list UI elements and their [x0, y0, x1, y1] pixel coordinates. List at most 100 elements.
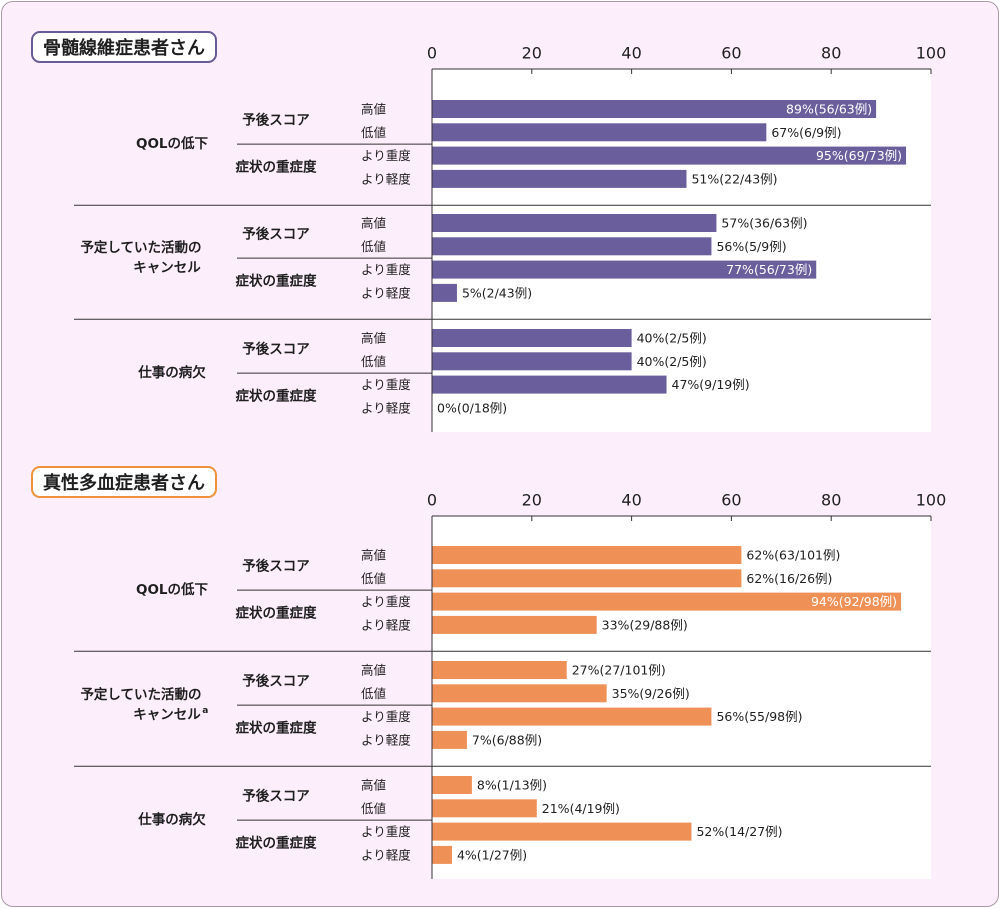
bar — [432, 661, 567, 679]
bar — [432, 214, 717, 232]
outcome-label: QOLの低下 — [136, 135, 209, 152]
bar — [432, 615, 597, 634]
subgroup-label: 症状の重症度 — [236, 272, 317, 289]
bar — [432, 569, 742, 588]
x-tick-label: 0 — [427, 44, 437, 63]
category-label: より軽度 — [361, 847, 411, 862]
subgroup-label: 症状の重症度 — [236, 387, 317, 404]
bar-data-label: 67%(6/9例) — [771, 125, 841, 140]
bar-data-label: 56%(5/9例) — [716, 239, 786, 254]
category-label: 高値 — [361, 331, 386, 346]
bar-data-label: 94%(92/98例) — [811, 594, 897, 609]
subgroup-label: 予後スコア — [242, 341, 310, 358]
category-label: より軽度 — [361, 732, 411, 747]
subgroup-label: 予後スコア — [242, 226, 310, 243]
x-tick-label: 60 — [721, 44, 741, 63]
bar-data-label: 21%(4/19例) — [542, 801, 620, 816]
category-label: より重度 — [361, 377, 411, 392]
category-label: 高値 — [361, 102, 386, 117]
subgroup-label: 症状の重症度 — [236, 158, 317, 175]
bar-data-label: 52%(14/27例) — [696, 824, 782, 839]
category-label: より重度 — [361, 148, 411, 163]
bar — [432, 776, 472, 794]
bar-data-label: 47%(9/19例) — [672, 377, 750, 392]
category-label: より重度 — [361, 709, 411, 724]
bar-data-label: 4%(1/27例) — [457, 847, 527, 862]
outcome-label-line-1: 予定していた活動の — [80, 686, 201, 703]
bar-data-label: 0%(0/18例) — [437, 400, 507, 415]
x-tick-label: 40 — [621, 44, 641, 63]
bar — [432, 260, 817, 279]
x-tick-label: 100 — [916, 491, 947, 510]
subgroup-label: 症状の重症度 — [236, 719, 317, 736]
bar-data-label: 57%(36/63例) — [721, 216, 807, 231]
bar-data-label: 8%(1/13例) — [477, 778, 547, 793]
bar — [432, 169, 687, 188]
bar-data-label: 56%(55/98例) — [716, 709, 802, 724]
bar — [432, 546, 742, 564]
category-label: 低値 — [361, 571, 386, 586]
category-label: より軽度 — [361, 171, 411, 186]
bar-data-label: 95%(69/73例) — [816, 148, 902, 163]
bar — [432, 237, 712, 256]
outcome-label: 仕事の病欠 — [137, 364, 206, 381]
category-label: より軽度 — [361, 285, 411, 300]
subgroup-label: 予後スコア — [242, 112, 310, 129]
bar-data-label: 33%(29/88例) — [602, 617, 688, 632]
x-tick-label: 0 — [427, 491, 437, 510]
category-label: より軽度 — [361, 400, 411, 415]
x-tick-label: 20 — [522, 491, 542, 510]
panel-title-myelofibrosis: 骨髄線維症患者さん — [31, 31, 217, 63]
outcome-label-line-1: 予定していた活動の — [80, 239, 201, 256]
subgroup-label: 予後スコア — [242, 788, 310, 805]
bar — [432, 707, 712, 726]
bar-data-label: 62%(16/26例) — [746, 571, 832, 586]
footnote-superscript: a — [202, 706, 208, 716]
bar — [432, 799, 537, 818]
category-label: 低値 — [361, 354, 386, 369]
bar-data-label: 77%(56/73例) — [726, 262, 812, 277]
bar-data-label: 89%(56/63例) — [786, 102, 872, 117]
outcome-label: QOLの低下 — [136, 581, 209, 598]
bar — [432, 730, 467, 749]
outcome-label-line-2: キャンセル — [133, 707, 201, 723]
bar-data-label: 40%(2/5例) — [637, 331, 707, 346]
category-label: より重度 — [361, 824, 411, 839]
outcome-label-line-2: キャンセル — [133, 260, 201, 276]
x-tick-label: 20 — [522, 44, 542, 63]
bar — [432, 375, 667, 394]
bar — [432, 352, 632, 371]
bar — [432, 283, 457, 302]
bar — [432, 822, 692, 841]
bar — [432, 123, 767, 142]
bar-data-label: 35%(9/26例) — [612, 686, 690, 701]
category-label: 低値 — [361, 239, 386, 254]
x-tick-label: 100 — [916, 44, 947, 63]
bar-data-label: 62%(63/101例) — [746, 548, 840, 563]
bar-data-label: 51%(22/43例) — [691, 171, 777, 186]
bar-data-label: 7%(6/88例) — [472, 732, 542, 747]
subgroup-label: 症状の重症度 — [236, 604, 317, 621]
category-label: 高値 — [361, 778, 386, 793]
category-label: より軽度 — [361, 617, 411, 632]
subgroup-label: 予後スコア — [242, 558, 310, 575]
bar-data-label: 27%(27/101例) — [572, 663, 666, 678]
category-label: より重度 — [361, 594, 411, 609]
category-label: 高値 — [361, 548, 386, 563]
bar — [432, 845, 452, 864]
category-label: 低値 — [361, 801, 386, 816]
bar — [432, 592, 902, 611]
category-label: 高値 — [361, 663, 386, 678]
bar-data-label: 5%(2/43例) — [462, 285, 532, 300]
panel-title-polycythemia-vera: 真性多血症患者さん — [31, 466, 217, 498]
x-tick-label: 80 — [821, 491, 841, 510]
category-label: より重度 — [361, 262, 411, 277]
x-tick-label: 80 — [821, 44, 841, 63]
subgroup-label: 症状の重症度 — [236, 834, 317, 851]
bar — [432, 100, 877, 118]
bar — [432, 684, 607, 703]
bar-data-label: 40%(2/5例) — [637, 354, 707, 369]
bar — [432, 146, 907, 165]
category-label: 低値 — [361, 125, 386, 140]
